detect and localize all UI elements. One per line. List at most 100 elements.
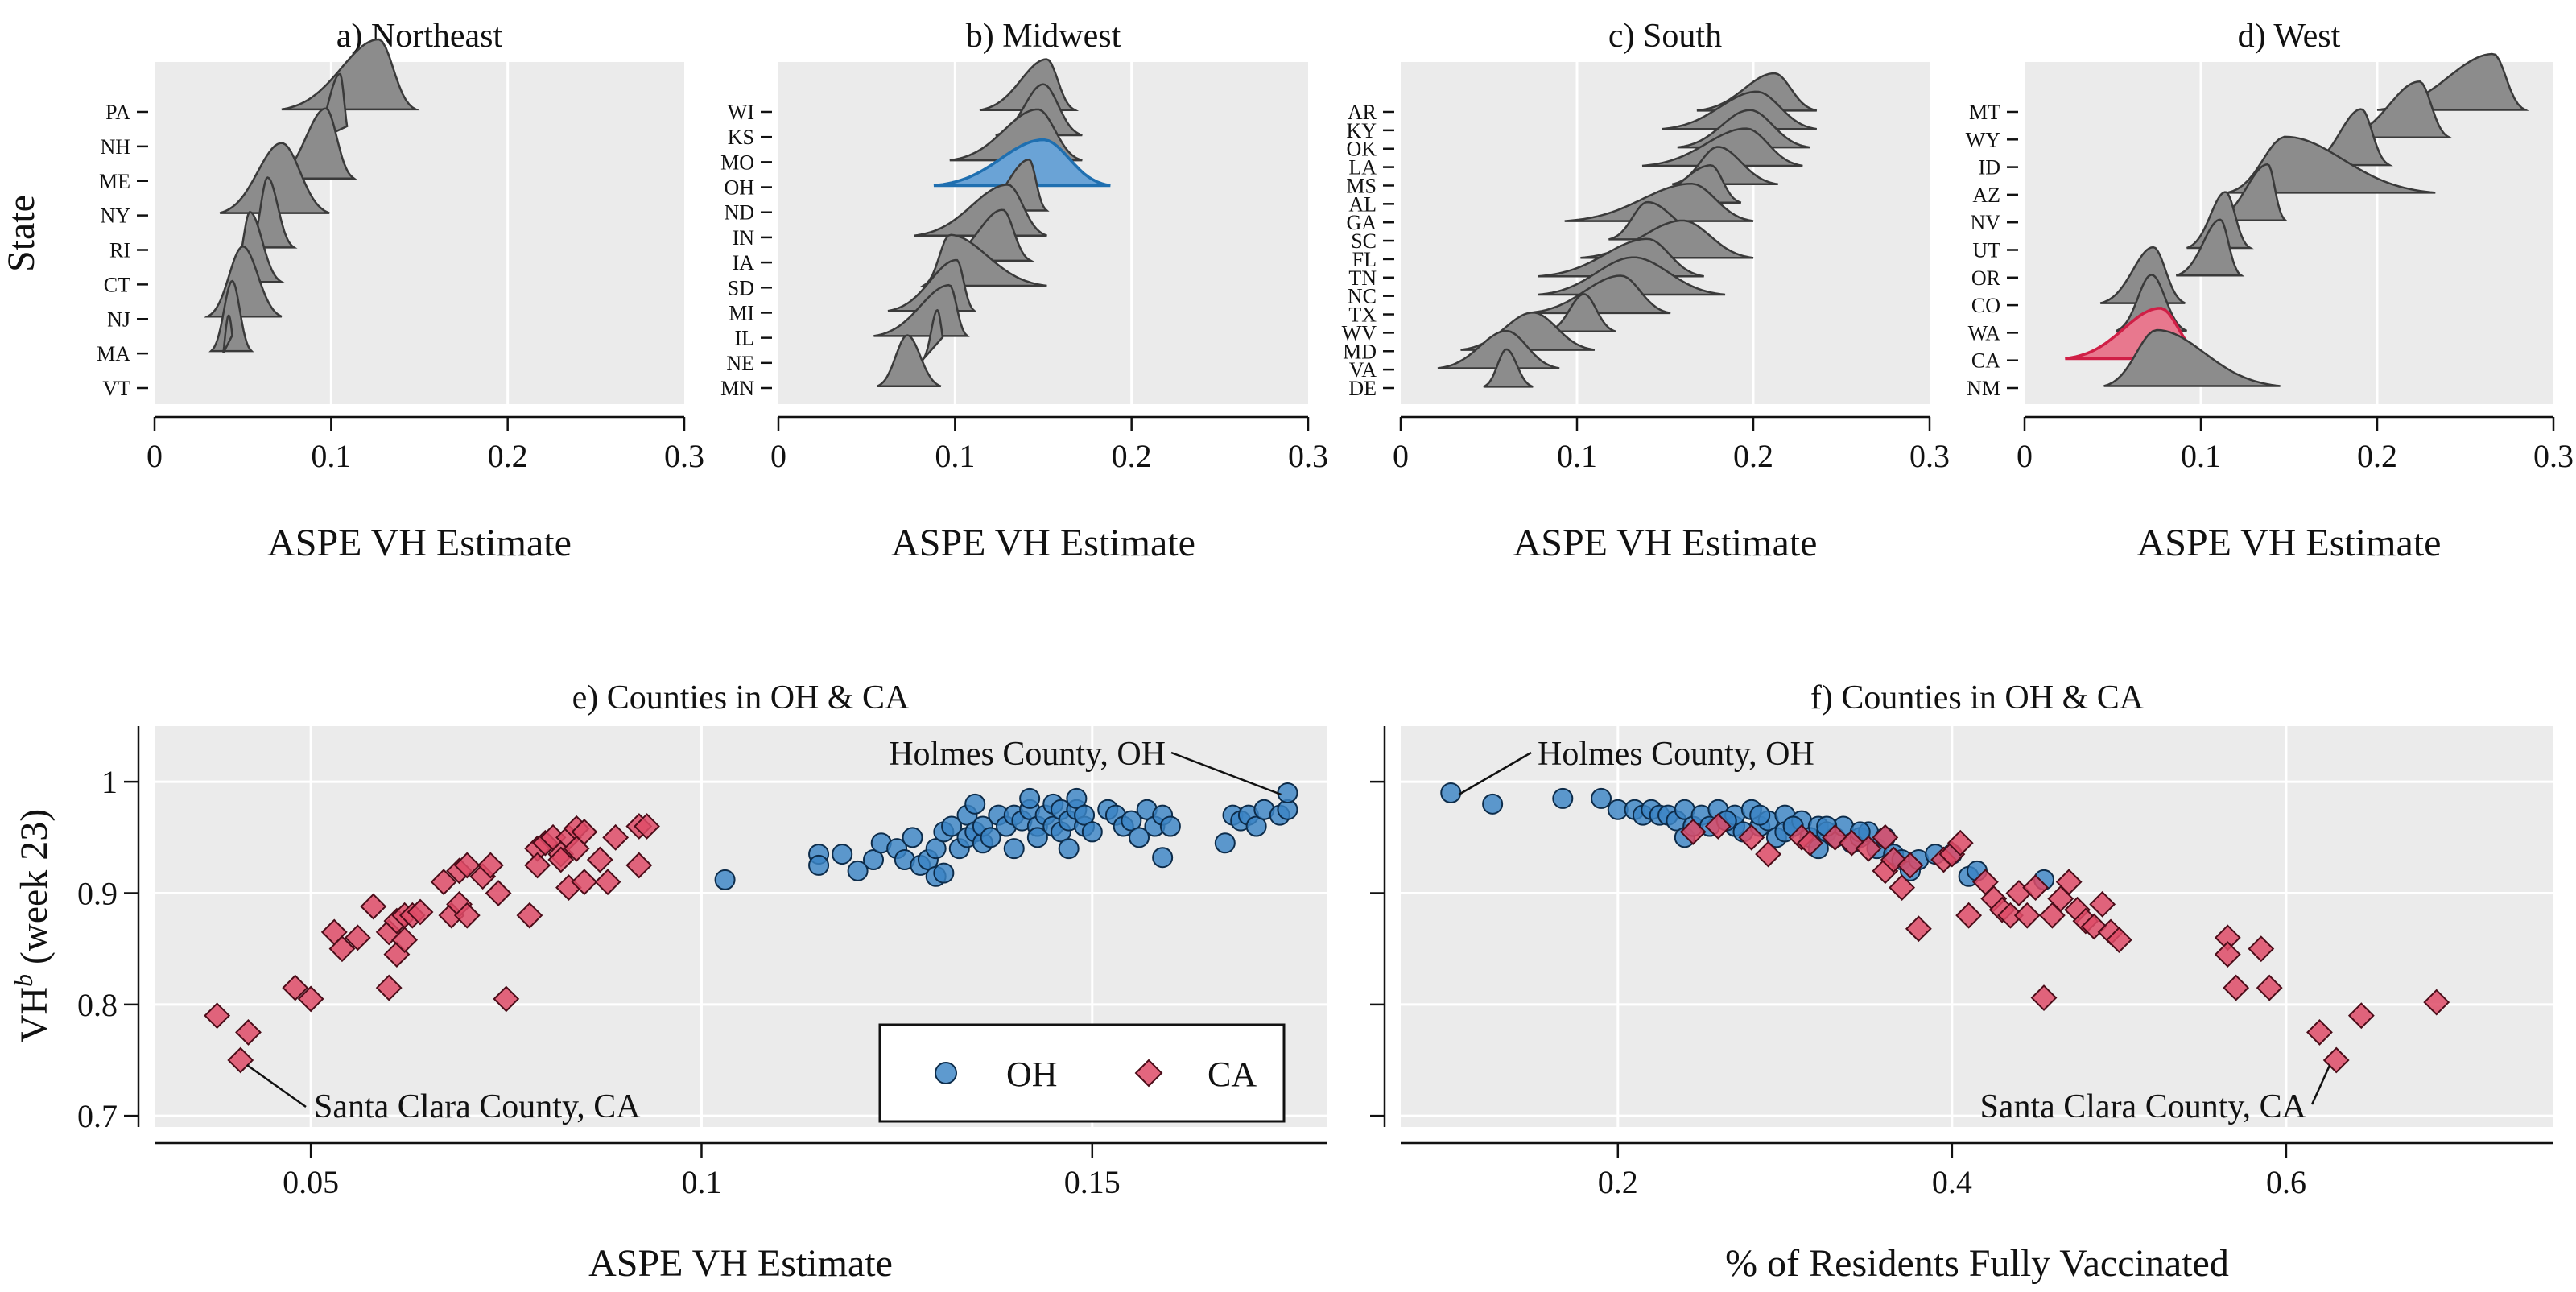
state-label-OH: OH (724, 176, 754, 200)
data-point-oh (1129, 827, 1150, 848)
data-point-oh (925, 838, 947, 860)
state-label-NV: NV (1970, 211, 2000, 234)
data-point-ca (1704, 813, 1732, 840)
data-point-ca (586, 846, 613, 873)
density-ridge-OR (2175, 218, 2245, 277)
data-point-ca (328, 935, 356, 963)
state-label-TN: TN (1348, 266, 1377, 290)
panel-e-y-tick-label: 0.7 (77, 1098, 118, 1134)
panel-b-x-tick-label: 0.2 (1112, 438, 1152, 474)
density-ridge-DE (1483, 348, 1534, 388)
data-point-ca (571, 819, 598, 845)
density-ridge-AZ (2227, 135, 2436, 194)
data-point-ca (493, 985, 520, 1013)
density-ridge-PA (281, 38, 420, 111)
data-point-ca (227, 1046, 254, 1074)
data-point-ca (235, 1019, 262, 1046)
state-label-NJ: NJ (107, 308, 130, 331)
data-point-ca (430, 869, 457, 896)
data-point-oh (1074, 804, 1096, 826)
density-ridge-NC (1538, 256, 1726, 296)
data-point-ca (453, 852, 481, 879)
panel-d-x-tick-label: 0.2 (2357, 438, 2397, 474)
state-label-VT: VT (102, 377, 130, 400)
data-point-ca (360, 893, 387, 920)
panel-e-y-tick-label: 0.8 (77, 987, 118, 1023)
density-ridge-NE (920, 308, 944, 362)
data-point-oh (1159, 815, 1181, 837)
data-point-ca (2423, 989, 2450, 1016)
data-point-ca (1797, 829, 1823, 857)
panel-d-x-axis-title: ASPE VH Estimate (2137, 522, 2442, 564)
state-label-WV: WV (1342, 321, 1377, 345)
panel-c-x-tick-label: 0 (1393, 438, 1409, 474)
data-point-oh (1058, 838, 1080, 860)
data-point-ca (2055, 869, 2083, 896)
data-point-oh (714, 869, 736, 890)
data-point-oh (1066, 787, 1088, 809)
state-label-MD: MD (1343, 340, 1377, 363)
data-point-ca (634, 813, 660, 840)
data-point-ca (602, 823, 630, 851)
panel-e-x-tick-label: 0.05 (283, 1164, 339, 1200)
panel-a-x-tick-label: 0.1 (311, 438, 351, 474)
state-label-AR: AR (1348, 101, 1377, 124)
data-point-oh (1245, 815, 1267, 837)
panel-e-title: e) Counties in OH & CA (572, 679, 910, 716)
state-label-WY: WY (1966, 128, 2001, 151)
data-point-ca (344, 924, 371, 951)
annotation-arrow (1170, 751, 1282, 796)
panel-a-x-tick-label: 0 (147, 438, 163, 474)
data-point-ca (1889, 874, 1916, 901)
state-label-LA: LA (1348, 156, 1377, 180)
panel-b-x-tick-label: 0 (770, 438, 786, 474)
data-point-ca (2347, 1002, 2375, 1030)
legend-label-oh: OH (1006, 1055, 1058, 1094)
annotation-holmes-county: Holmes County, OH (889, 736, 1166, 773)
state-label-DE: DE (1348, 377, 1377, 400)
data-point-ca (2013, 902, 2041, 929)
panel-f-x-tick-label: 0.2 (1598, 1164, 1638, 1200)
state-label-MN: MN (720, 377, 754, 400)
state-label-MS: MS (1346, 174, 1377, 197)
density-ridge-NM (2103, 328, 2281, 387)
data-point-ca (1679, 819, 1707, 845)
state-label-WI: WI (728, 101, 754, 124)
y-axis-title-vh-superscript: b (9, 974, 38, 987)
state-label-GA: GA (1346, 211, 1377, 234)
density-ridge-WV (1546, 293, 1616, 333)
density-ridge-GA (1564, 182, 1754, 222)
panel-d-x-tick-label: 0 (2017, 438, 2033, 474)
state-label-WA: WA (1968, 321, 2001, 345)
state-label-KY: KY (1346, 119, 1377, 142)
state-label-OK: OK (1346, 138, 1377, 161)
legend-marker-oh (935, 1062, 957, 1084)
y-axis-title-vh-rest: (week 23) (13, 809, 56, 974)
state-label-SD: SD (728, 276, 754, 299)
data-point-oh (1121, 810, 1142, 832)
data-point-ca (2223, 974, 2250, 1001)
data-point-oh (933, 862, 955, 884)
data-point-ca (1855, 835, 1882, 862)
state-label-CA: CA (1971, 349, 2000, 373)
state-label-PA: PA (105, 101, 130, 124)
panel-b-x-tick-label: 0.1 (935, 438, 975, 474)
state-label-TX: TX (1348, 303, 1377, 327)
data-point-oh (1552, 787, 1574, 809)
panel-e-x-tick-label: 0.15 (1064, 1164, 1121, 1200)
state-label-NH: NH (100, 135, 130, 159)
state-label-IL: IL (734, 327, 754, 350)
data-point-oh (1214, 832, 1236, 854)
density-ridge-VA (1437, 329, 1560, 369)
state-label-AL: AL (1348, 192, 1377, 216)
data-point-oh (1026, 827, 1048, 848)
data-point-oh (832, 844, 853, 865)
panel-c-x-tick-label: 0.1 (1557, 438, 1597, 474)
data-point-ca (282, 974, 309, 1001)
density-ridge-VT (222, 314, 233, 353)
panel-a-background (155, 62, 684, 404)
annotation-arrow (246, 1063, 307, 1108)
panel-a-x-tick-label: 0.2 (488, 438, 528, 474)
annotation-arrow (1458, 751, 1532, 796)
